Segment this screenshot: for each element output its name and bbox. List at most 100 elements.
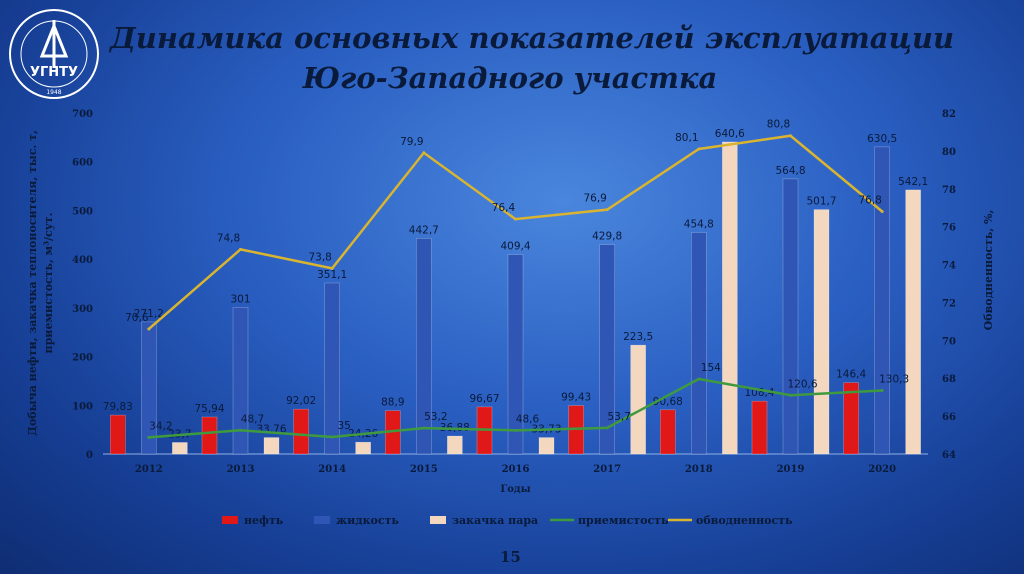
- y-right-tick-label: 66: [942, 412, 956, 423]
- line-label-обводненность: 80,8: [767, 119, 790, 131]
- y-left-tick-label: 200: [72, 353, 93, 364]
- legend-label-приемистость: приемистость: [578, 514, 669, 527]
- x-tick-label: 2020: [868, 464, 896, 475]
- y-right-tick-label: 70: [942, 336, 956, 347]
- point-приемистость: [147, 435, 151, 439]
- point-приемистость: [880, 389, 884, 393]
- bar-label-жидкость: 351,1: [317, 269, 347, 281]
- title-line-1: Динамика основных показателей эксплуатац…: [110, 21, 955, 55]
- y-left-tick-label: 400: [72, 255, 93, 266]
- line-label-приемистость: 34,2: [149, 420, 172, 432]
- bar-закачка-пара: [630, 344, 646, 455]
- legend-swatch-жидкость: [314, 516, 330, 524]
- bar-нефть: [293, 408, 309, 455]
- line-label-обводненность: 79,9: [400, 136, 423, 148]
- bar-нефть: [201, 416, 218, 455]
- legend-swatch-нефть: [222, 516, 238, 524]
- y-left-tick-label: 500: [72, 206, 93, 217]
- x-tick-label: 2016: [502, 464, 530, 475]
- bar-жидкость: [782, 178, 799, 455]
- y-left-tick-label: 300: [72, 304, 93, 315]
- y-right-tick-label: 64: [942, 450, 956, 461]
- bar-label-закачка-пара: 223,5: [623, 331, 653, 343]
- bar-жидкость: [416, 238, 432, 455]
- page-number: 15: [500, 548, 521, 566]
- y-right-tick-label: 80: [942, 147, 956, 158]
- y-left-tick-label: 0: [86, 450, 93, 461]
- bar-label-жидкость: 301: [230, 293, 250, 305]
- bar-label-жидкость: 409,4: [500, 241, 530, 253]
- y-left-tick-label: 100: [72, 401, 93, 412]
- line-label-приемистость: 130,3: [879, 374, 909, 386]
- point-обводненность: [514, 217, 517, 221]
- point-обводненность: [880, 210, 884, 214]
- line-label-обводненность: 74,8: [217, 232, 240, 244]
- slide-title: Динамика основных показателей эксплуатац…: [110, 18, 955, 98]
- bar-жидкость: [141, 321, 157, 455]
- bar-закачка-пара: [905, 189, 921, 455]
- line-label-приемистость: 48,7: [241, 413, 264, 425]
- point-обводненность: [239, 247, 242, 251]
- bar-нефть: [751, 400, 768, 455]
- bar-label-закачка-пара: 640,6: [715, 128, 745, 140]
- bar-закачка-пара: [263, 437, 280, 455]
- bar-label-закачка-пара: 542,1: [898, 176, 928, 188]
- bar-label-жидкость: 271,2: [134, 308, 164, 320]
- bar-нефть: [843, 382, 859, 455]
- bar-label-нефть: 75,94: [194, 403, 224, 415]
- bar-label-нефть: 146,4: [836, 369, 866, 381]
- y-left-tick-label: 700: [72, 109, 93, 120]
- y-left-axis-title-line-1: Добыча нефти, закачка теплоносителя, тыс…: [26, 130, 39, 436]
- bar-label-закачка-пара: 501,7: [806, 196, 836, 208]
- university-logo: УГНТУ 1948: [9, 9, 99, 99]
- legend-label-нефть: нефть: [244, 514, 284, 527]
- y-right-tick-label: 74: [942, 261, 956, 272]
- bar-жидкость: [599, 244, 615, 455]
- y-right-tick-label: 76: [942, 223, 956, 234]
- bar-жидкость: [507, 254, 524, 455]
- line-label-обводненность: 76,9: [583, 193, 606, 205]
- bar-label-нефть: 88,9: [381, 397, 404, 409]
- point-приемистость: [605, 426, 609, 430]
- legend-label-жидкость: жидкость: [336, 514, 399, 527]
- point-приемистость: [239, 428, 242, 432]
- line-label-приемистость: 53,7: [607, 411, 630, 423]
- bar-нефть: [660, 409, 676, 455]
- bar-закачка-пара: [538, 437, 555, 455]
- bar-закачка-пара: [355, 441, 371, 455]
- bar-закачка-пара: [172, 442, 188, 455]
- point-приемистость: [789, 393, 792, 397]
- x-tick-label: 2012: [135, 464, 163, 475]
- bar-закачка-пара: [722, 141, 738, 455]
- point-обводненность: [422, 151, 426, 155]
- point-обводненность: [605, 208, 609, 212]
- point-обводненность: [147, 327, 151, 331]
- title-line-2: Юго-Западного участка: [302, 61, 718, 95]
- bar-жидкость: [324, 282, 340, 455]
- bar-закачка-пара: [813, 209, 830, 455]
- point-приемистость: [697, 377, 701, 381]
- line-label-обводненность: 76,8: [858, 195, 881, 207]
- y-left-axis-title-line-2: приемистость, м³/сут.: [42, 213, 55, 354]
- point-обводненность: [330, 266, 334, 270]
- line-label-обводненность: 80,1: [675, 132, 698, 144]
- y-right-tick-label: 78: [942, 185, 956, 196]
- y-left-tick-label: 600: [72, 158, 93, 169]
- bar-жидкость: [874, 146, 890, 455]
- line-label-приемистость: 154: [701, 362, 721, 374]
- line-label-обводненность: 73,8: [308, 251, 331, 263]
- bar-label-нефть: 92,02: [286, 395, 316, 407]
- bar-закачка-пара: [447, 435, 463, 455]
- bar-label-жидкость: 454,8: [684, 218, 714, 230]
- x-tick-label: 2018: [685, 464, 713, 475]
- logo-text: УГНТУ: [30, 65, 78, 80]
- bar-label-жидкость: 442,7: [409, 224, 439, 236]
- bar-label-жидкость: 429,8: [592, 231, 622, 243]
- bar-жидкость: [232, 307, 249, 455]
- y-right-tick-label: 72: [942, 298, 956, 309]
- bar-label-жидкость: 564,8: [775, 165, 805, 177]
- legend-swatch-закачка-пара: [430, 516, 446, 524]
- bar-label-нефть: 79,83: [103, 401, 133, 413]
- x-tick-label: 2014: [318, 464, 346, 475]
- point-приемистость: [330, 435, 334, 439]
